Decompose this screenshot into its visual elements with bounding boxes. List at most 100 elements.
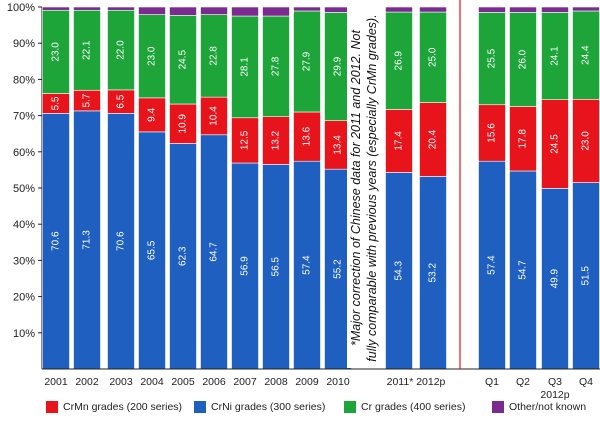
bar-segment [107, 9, 135, 91]
bar-value-label: 65.5 [147, 240, 158, 260]
bar-value-label: 24.5 [550, 134, 561, 154]
bar-value-label: 5.7 [82, 93, 93, 107]
bar-segment [419, 6, 447, 13]
bar-segment [419, 176, 447, 370]
legend-item-crni: CrNi grades (300 series) [194, 401, 325, 413]
bars-group: 70.6 5.5 23.0 71.3 5.7 22.1 70.6 6.5 22.0 65.5 9.4… [42, 6, 600, 370]
bar-segment [572, 10, 600, 100]
bar-value-label: 22.1 [82, 40, 93, 60]
x-tick-label: 2002 [75, 376, 99, 388]
bar-value-label: 54.7 [518, 260, 529, 280]
chart-plot-area: 10% 20% 30% 40% 50% 60% 70% 80% 90% 100% 70.6 5.5 2… [7, 0, 600, 400]
x-axis: 2001 2002 2003 2004 2005 2006 2007 2008 2009 2010… [42, 368, 600, 400]
bar-segment [169, 143, 197, 370]
x-tick-label: 2005 [171, 376, 195, 388]
bar-value-label: 13.6 [302, 126, 313, 146]
legend-swatch-crmn [46, 401, 58, 413]
bar-segment [138, 6, 166, 15]
x-sub-label: 2012p [540, 389, 569, 400]
annotation-group: *Major correction of Chinese data for 20… [347, 6, 383, 368]
bar-value-label: 28.1 [240, 57, 251, 77]
bar-segment [138, 14, 166, 99]
bar-value-label: 20.4 [428, 129, 439, 149]
bar-segment [200, 134, 228, 370]
bar-segment [73, 110, 101, 370]
bar-value-label: 25.5 [487, 48, 498, 68]
bar-value-label: 13.2 [271, 130, 282, 150]
x-tick-label: Q2 [516, 376, 530, 388]
y-tick-label: 80% [13, 74, 35, 86]
x-tick-label: Q1 [485, 376, 499, 388]
bar-value-label: 10.9 [178, 114, 189, 134]
annotation-background [347, 6, 383, 368]
bar-segment [509, 6, 537, 13]
bar-value-label: 51.5 [581, 266, 592, 286]
bar-value-label: 57.4 [487, 255, 498, 275]
bar-segment [262, 164, 290, 370]
x-tick-label: 2006 [202, 376, 226, 388]
bar-segment [541, 188, 569, 370]
bar-value-label: 62.3 [178, 246, 189, 266]
bar-segment [541, 12, 569, 100]
bar-segment [541, 99, 569, 189]
bar-segment [293, 6, 321, 12]
annotation-line-1: *Major correction of Chinese data for 20… [349, 30, 363, 346]
bar-segment [169, 6, 197, 16]
bar-value-label: 13.4 [333, 135, 344, 155]
bar-value-label: 23.0 [581, 131, 592, 151]
bar-segment [478, 6, 506, 13]
bar-value-label: 24.4 [581, 45, 592, 65]
bar-value-label: 29.9 [333, 56, 344, 76]
legend-swatch-crni [194, 401, 206, 413]
bar-segment [107, 113, 135, 370]
y-tick-label: 60% [13, 147, 35, 159]
y-tick-label: 10% [13, 328, 35, 340]
bar-value-label: 57.4 [302, 255, 313, 275]
x-tick-label: Q4 [579, 376, 593, 388]
bar-value-label: 54.3 [394, 261, 405, 281]
bar-segment [262, 6, 290, 17]
bar-value-label: 10.4 [209, 106, 220, 126]
bar-value-label: 64.7 [209, 242, 220, 262]
bar-segment [231, 117, 259, 164]
bar-segment [42, 9, 70, 94]
bar-segment [541, 6, 569, 13]
y-tick-label: 40% [13, 219, 35, 231]
x-tick-label: 2007 [233, 376, 257, 388]
bar-segment [138, 131, 166, 370]
bar-value-label: 6.5 [116, 94, 127, 108]
legend-item-cr: Cr grades (400 series) [344, 401, 465, 413]
legend-item-crmn: CrMn grades (200 series) [46, 401, 182, 413]
legend: CrMn grades (200 series) CrNi grades (30… [44, 401, 600, 419]
bar-segment [509, 12, 537, 107]
y-tick-label: 30% [13, 255, 35, 267]
bar-value-label: 15.6 [487, 123, 498, 143]
bar-value-label: 27.8 [271, 56, 282, 76]
x-tick-label: 2004 [140, 376, 164, 388]
y-tick-label: 70% [13, 111, 35, 123]
bar-segment [509, 170, 537, 370]
bar-segment [572, 99, 600, 183]
bar-value-label: 23.0 [51, 42, 62, 62]
bar-value-label: 70.6 [51, 231, 62, 251]
bar-segment [231, 15, 259, 119]
bar-segment [385, 11, 413, 110]
bar-segment [572, 182, 600, 370]
bar-segment [107, 6, 135, 11]
legend-swatch-other [492, 401, 504, 413]
annotation-line-2: fully comparable with previous years (es… [365, 14, 379, 361]
x-tick-label: 2009 [295, 376, 319, 388]
legend-swatch-cr [344, 401, 356, 413]
bar-value-label: 23.0 [147, 46, 158, 66]
bar-value-label: 25.0 [428, 47, 439, 67]
bar-value-label: 71.3 [82, 230, 93, 250]
bar-value-label: 5.5 [51, 96, 62, 110]
bar-segment [385, 6, 413, 13]
bar-value-label: 70.6 [116, 231, 127, 251]
bar-value-label: 27.9 [302, 51, 313, 71]
bar-segment [169, 15, 197, 105]
legend-label-cr: Cr grades (400 series) [361, 401, 466, 413]
bar-value-label: 22.0 [116, 40, 127, 60]
bar-segment [478, 12, 506, 106]
bar-segment [42, 6, 70, 11]
